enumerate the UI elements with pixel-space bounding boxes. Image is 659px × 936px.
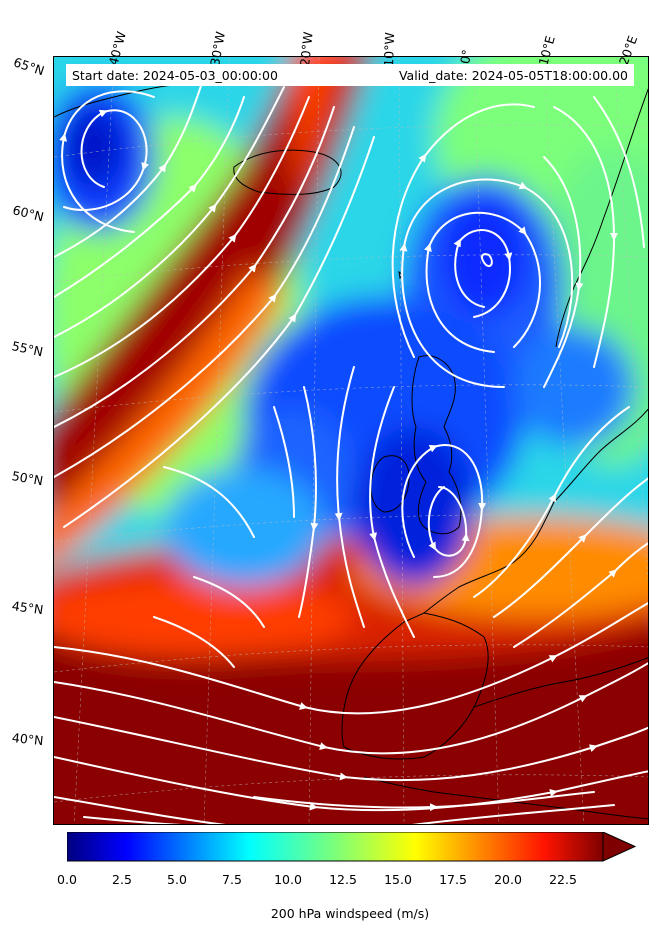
colorbar-tick: 0.0 xyxy=(57,872,77,887)
colorbar xyxy=(67,832,637,862)
colorbar-tick: 15.0 xyxy=(384,872,412,887)
colorbar-tick: 12.5 xyxy=(329,872,357,887)
lat-label-40n: 40°N xyxy=(11,730,45,749)
lat-label-60n: 60°N xyxy=(11,202,46,225)
colorbar-tick: 2.5 xyxy=(112,872,132,887)
colorbar-tick: 22.5 xyxy=(549,872,577,887)
lon-label-10w: 10°W xyxy=(381,31,398,67)
lon-label-0: 0° xyxy=(457,48,475,65)
colorbar-tick: 5.0 xyxy=(167,872,187,887)
windspeed-field xyxy=(54,57,648,824)
map-panel xyxy=(53,56,649,825)
colorbar-tick: 7.5 xyxy=(222,872,242,887)
lat-label-55n: 55°N xyxy=(10,338,45,360)
colorbar-gradient xyxy=(67,832,637,862)
colorbar-tick: 17.5 xyxy=(439,872,467,887)
date-info-box: Start date: 2024-05-03_00:00:00 Valid_da… xyxy=(66,64,634,86)
start-date-text: Start date: 2024-05-03_00:00:00 xyxy=(72,67,278,83)
streamlines xyxy=(54,76,648,824)
lat-label-65n: 65°N xyxy=(11,54,47,79)
colorbar-tick: 10.0 xyxy=(274,872,302,887)
lat-label-45n: 45°N xyxy=(10,598,45,618)
colorbar-label: 200 hPa windspeed (m/s) xyxy=(270,906,430,921)
colorbar-tick: 20.0 xyxy=(494,872,522,887)
lat-label-50n: 50°N xyxy=(10,468,45,489)
windspeed-map xyxy=(54,57,648,824)
valid-date-text: Valid_date: 2024-05-05T18:00:00.00 xyxy=(398,67,628,83)
